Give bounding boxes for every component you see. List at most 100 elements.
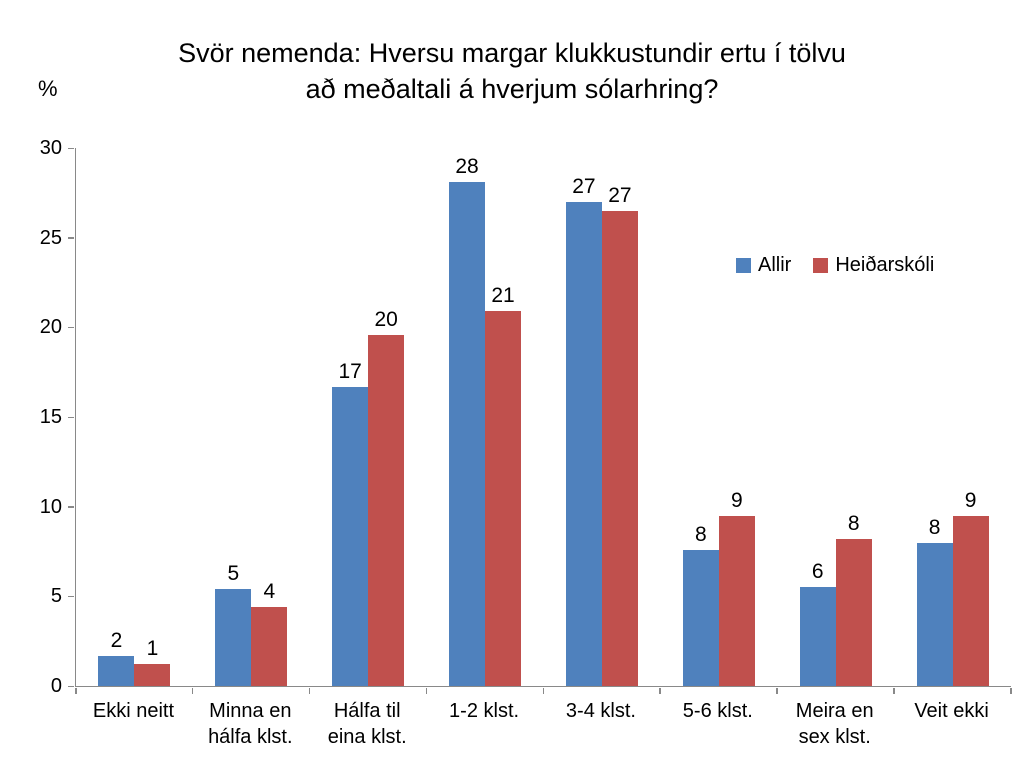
bar-series-0 (332, 386, 369, 686)
bar-value-label: 6 (811, 560, 824, 584)
bar-series-1 (601, 210, 638, 686)
y-tick-mark (68, 685, 74, 687)
bar-group: 17 20 (310, 148, 427, 686)
bar-series-1 (134, 664, 171, 686)
bar-value-label: 27 (572, 174, 596, 198)
bar-slot: 5 (215, 148, 252, 686)
x-category-label: 3-4 klst. (565, 700, 636, 722)
bar-value-label: 9 (730, 488, 743, 512)
bar-slot: 21 (485, 148, 522, 686)
x-category-label: Minna en hálfa klst. (208, 700, 293, 748)
legend-swatch-icon (736, 258, 751, 273)
y-axis-ticks: 0 5 10 15 20 25 30 (40, 138, 1012, 696)
bar-value-label: 20 (374, 307, 398, 331)
bar-slot: 20 (368, 148, 405, 686)
y-tick-label: 0 (50, 675, 62, 697)
bar-series-0 (215, 589, 252, 686)
y-tick-label: 5 (50, 585, 62, 608)
y-tick-label: 10 (39, 495, 62, 518)
bar-slot: 27 (601, 148, 638, 686)
bars-container: 2 1 5 4 17 20 28 21 27 27 8 9 6 8 8 9 (76, 148, 1011, 686)
x-tick-mark (893, 688, 895, 694)
bar-slot: 8 (682, 148, 719, 686)
bar-series-0 (799, 587, 836, 686)
bar-value-label: 2 (110, 628, 123, 652)
bar-slot: 8 (916, 148, 953, 686)
bar-slot: 9 (718, 148, 755, 686)
y-tick-label: 20 (39, 316, 62, 339)
x-axis-labels: Ekki neitt Minna en hálfa klst. Hálfa til … (75, 698, 1010, 750)
bar-pair: 27 27 (565, 148, 638, 686)
x-tick-mark (75, 688, 77, 694)
bar-value-label: 8 (694, 522, 707, 546)
y-tick-label: 15 (39, 406, 62, 428)
y-tick-label: 30 (39, 137, 62, 159)
bar-slot: 9 (952, 148, 989, 686)
bar-value-label: 8 (847, 511, 860, 535)
x-category-label: 1-2 klst. (449, 700, 520, 722)
bar-pair: 17 20 (332, 148, 405, 686)
bar-series-1 (485, 311, 522, 686)
x-tick-mark (191, 688, 194, 694)
bar-series-0 (449, 182, 486, 686)
bar-value-label: 27 (608, 183, 632, 207)
y-tick-mark (68, 506, 74, 508)
bar-slot: 4 (251, 148, 288, 686)
chart-title-line-1: Svör nemenda: Hversu margar klukkustundi… (178, 38, 846, 68)
x-tick-mark (308, 688, 311, 694)
x-category-label: Veit ekki (914, 700, 989, 722)
bar-series-1 (835, 538, 872, 686)
bar-series-0 (916, 542, 953, 686)
bar-value-label: 17 (338, 359, 362, 383)
bar-series-1 (718, 515, 755, 686)
bar-series-0 (682, 549, 719, 686)
bar-group: 28 21 (427, 148, 544, 686)
x-tick-mark (1010, 688, 1012, 694)
y-tick-mark (68, 237, 74, 239)
y-tick-label: 25 (39, 226, 62, 249)
bar-slot: 27 (565, 148, 602, 686)
bar-slot: 8 (835, 148, 872, 686)
chart-title: Svör nemenda: Hversu margar klukkustundi… (0, 36, 1024, 107)
bar-series-0 (98, 655, 135, 686)
y-tick-mark (68, 326, 74, 329)
y-tick-mark (68, 416, 74, 418)
bar-value-label: 21 (491, 284, 515, 308)
bar-series-1 (251, 607, 288, 686)
bar-group: 27 27 (544, 148, 661, 686)
chart-title-line-2: að meðaltali á hverjum sólarhring? (305, 73, 719, 104)
bar-value-label: 9 (964, 488, 977, 512)
y-tick-mark (68, 595, 74, 598)
x-category-label: 5-6 klst. (682, 700, 753, 722)
legend: Allir Heiðarskóli (736, 254, 934, 277)
bar-value-label: 5 (227, 562, 240, 586)
legend-swatch-icon (813, 258, 829, 273)
bar-value-label: 8 (928, 515, 941, 539)
bar-slot: 28 (449, 148, 486, 686)
x-tick-mark (776, 688, 778, 694)
legend-label: Allir (758, 254, 792, 276)
x-tick-mark (659, 688, 661, 694)
bar-series-1 (368, 334, 405, 686)
y-tick-mark (68, 147, 74, 149)
legend-entry-1: Heiðarskóli (813, 254, 934, 277)
x-tick-mark (425, 688, 428, 694)
bar-value-label: 4 (263, 580, 276, 604)
bar-pair: 28 21 (449, 148, 522, 686)
legend-label: Heiðarskóli (835, 254, 935, 276)
bar-value-label: 1 (146, 637, 159, 661)
bar-series-0 (565, 201, 602, 686)
x-tick-mark (542, 688, 544, 694)
bar-slot: 6 (799, 148, 836, 686)
